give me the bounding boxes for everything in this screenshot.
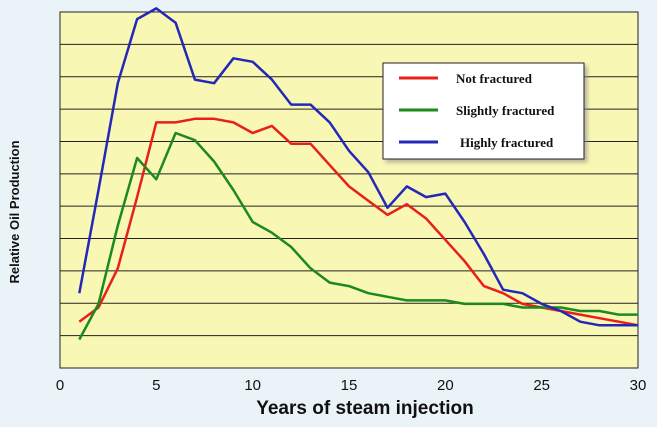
x-tick-label: 5 bbox=[152, 377, 160, 394]
series-lines bbox=[78, 7, 639, 341]
x-tick-label: 15 bbox=[341, 377, 358, 394]
gridlines bbox=[60, 43, 638, 337]
x-tick-labels: 0 5 10 15 20 25 30 bbox=[56, 377, 647, 394]
x-tick-label: 30 bbox=[630, 377, 647, 394]
y-axis-label: Relative Oil Production bbox=[7, 140, 22, 283]
legend: Not fractured Slightly fractured Highly fr… bbox=[382, 62, 585, 160]
x-tick-label: 20 bbox=[437, 377, 454, 394]
x-axis-label: Years of steam injection bbox=[256, 398, 474, 419]
series-line-slightly-fractured bbox=[78, 131, 638, 341]
x-tick-label: 25 bbox=[533, 377, 550, 394]
legend-label: Not fractured bbox=[456, 71, 533, 86]
legend-label: Slightly fractured bbox=[456, 103, 555, 118]
x-tick-label: 0 bbox=[56, 377, 64, 394]
series-line-highly-fractured bbox=[78, 7, 638, 327]
x-tick-label: 10 bbox=[244, 377, 261, 394]
legend-label: Highly fractured bbox=[460, 135, 554, 150]
